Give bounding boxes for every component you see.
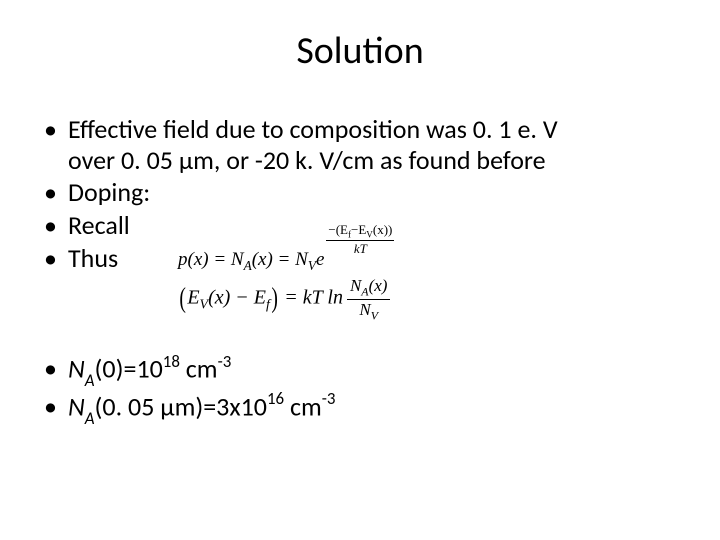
bullet-2: Doping:	[40, 177, 680, 208]
equation-recall: p(x) = NA(x) = NVe −(Ef−EV(x)) kT	[178, 222, 394, 273]
bullet-5: NA(0)=1018 cm-3	[40, 353, 680, 389]
bullet-list-2: NA(0)=1018 cm-3 NA(0. 05 μm)=3x1016 cm-3	[40, 353, 680, 427]
bullet-1-line1: Effective field due to composition was 0…	[68, 113, 558, 145]
equation-thus: (EV(x) − Ef) = kT ln NA(x) NV	[178, 276, 390, 324]
slide-title: Solution	[40, 28, 680, 74]
bullet-1-line2: over 0. 05 μm, or -20 k. V/cm as found b…	[68, 144, 546, 176]
bullet-1: Effective field due to composition was 0…	[40, 114, 680, 175]
bullet-6: NA(0. 05 μm)=3x1016 cm-3	[40, 391, 680, 427]
